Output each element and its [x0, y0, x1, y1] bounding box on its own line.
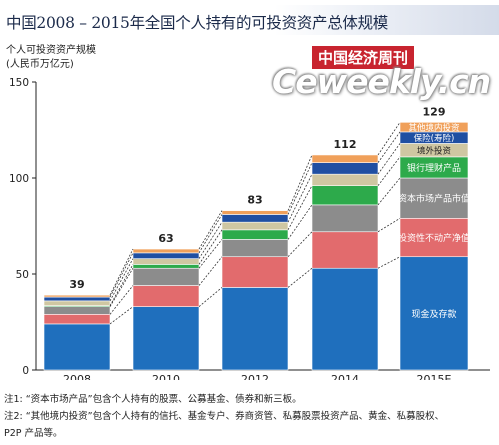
chart-plot: 0 50 100 150 39 2008 63 2010 83 2012 112 2014 129 201… — [9, 77, 490, 380]
footnote-1: 注1: “资本市场产品”包含个人持有的股票、公募基金、债券和新三板。 — [4, 394, 302, 405]
bar-segment-insurance — [311, 162, 379, 175]
bar-segment-capital — [132, 267, 200, 286]
bar-segment-overseas — [43, 300, 111, 306]
bar-segment-overseas — [221, 221, 289, 231]
connector-line — [109, 306, 134, 325]
y-tick-label: 150 — [9, 77, 29, 89]
bar-segment-overseas — [132, 258, 200, 265]
bar-total-label: 83 — [247, 194, 262, 207]
bar-segment-realestate — [132, 285, 200, 307]
y-tick-label: 100 — [9, 173, 29, 185]
connector-line — [198, 239, 223, 269]
bar-segment-insurance — [132, 252, 200, 259]
connector-line — [109, 252, 134, 298]
bar-total-label: 39 — [69, 278, 84, 291]
bar-segment-capital — [43, 306, 111, 315]
bar-segment-other — [221, 210, 289, 215]
bar-segment-overseas — [311, 173, 379, 186]
watermark-logo: 中国经济周刊 Ceweekly.cn — [268, 42, 491, 110]
connector-line — [198, 287, 223, 307]
y-axis-label: 个人可投资资产规模 — [6, 45, 96, 56]
bar-segment-realestate — [43, 314, 111, 325]
bar-segment-bank — [132, 264, 200, 269]
segment-label-other: 其他境内投资 — [408, 123, 460, 134]
bar-segment-insurance — [221, 214, 289, 223]
bar-total-label: 112 — [334, 138, 357, 151]
connector-line — [287, 173, 313, 223]
bar-segment-other — [399, 122, 469, 133]
bar-segment-realestate — [311, 231, 379, 269]
bar-segment-other — [43, 294, 111, 298]
segment-label-overseas: 境外投资 — [417, 146, 452, 157]
x-tick-label: 2015E — [417, 373, 452, 380]
bar-segment-realestate — [221, 256, 289, 288]
y-tick-label: 50 — [16, 269, 29, 281]
watermark-en: Ceweekly.cn — [272, 62, 491, 101]
bar-segment-insurance — [43, 296, 111, 302]
bar-segment-cash — [399, 256, 469, 371]
connector-line — [109, 248, 134, 296]
x-tick-label: 2012 — [241, 373, 269, 380]
connector-line — [377, 122, 401, 156]
segment-label-realestate: 投资性不动产净值 — [398, 232, 470, 244]
connector-line — [198, 229, 223, 265]
segment-label-capital: 资本市场产品市值 — [398, 193, 470, 205]
bar-segment-bank — [311, 185, 379, 206]
bar-segment-cash — [132, 306, 200, 371]
connector-line — [287, 267, 313, 288]
bar-total-label: 129 — [423, 105, 446, 118]
bar-segment-capital — [311, 204, 379, 233]
connector-line — [198, 221, 223, 259]
bar-segment-other — [132, 248, 200, 254]
bar-segment-cash — [221, 287, 289, 371]
connector-line — [377, 143, 401, 175]
connector-line — [198, 214, 223, 254]
connector-line — [109, 264, 134, 306]
footnote-2-continued: P2P 产品等。 — [4, 428, 63, 439]
connector-line — [377, 256, 401, 269]
bar-segment-cash — [43, 323, 111, 371]
connector-line — [287, 204, 313, 240]
title-bar — [0, 5, 499, 35]
connector-line — [109, 285, 134, 315]
connector-line — [287, 231, 313, 257]
connector-line — [377, 177, 401, 206]
connector-line — [287, 185, 313, 231]
bar-segment-capital — [399, 177, 469, 219]
connector-line — [109, 268, 134, 307]
watermark-cn: 中国经济周刊 — [312, 46, 415, 69]
bar-segment-cash — [311, 267, 379, 371]
connector-line — [287, 154, 313, 211]
bar-segment-bank — [221, 229, 289, 240]
x-tick-label: 2014 — [331, 373, 359, 380]
connector-line — [109, 258, 134, 302]
bar-segment-realestate — [399, 218, 469, 258]
chart-title: 中国2008 – 2015年全国个人持有的可投资资产总体规模 — [6, 14, 388, 32]
bar-total-label: 63 — [158, 232, 173, 245]
x-tick-label: 2010 — [152, 373, 180, 380]
connector-line — [198, 256, 223, 286]
connector-line — [287, 162, 313, 215]
connector-line — [377, 217, 401, 233]
x-tick-label: 2008 — [63, 373, 91, 380]
bar-segment-other — [311, 154, 379, 163]
y-axis-unit: (人民币万亿元) — [6, 59, 74, 70]
segment-label-insurance: 保险(寿险) — [414, 133, 455, 144]
connector-line — [198, 210, 223, 250]
connector-line — [377, 131, 401, 163]
y-tick-label: 0 — [22, 365, 29, 377]
segment-label-cash: 现金及存款 — [411, 308, 456, 320]
bar-segment-capital — [221, 239, 289, 258]
footnote-2: 注2: “其他境内投资”包含个人持有的信托、基金专户、券商资管、私募股票投资产品… — [4, 411, 445, 422]
connector-line — [377, 156, 401, 186]
segment-label-bank: 银行理财产品 — [407, 162, 461, 174]
